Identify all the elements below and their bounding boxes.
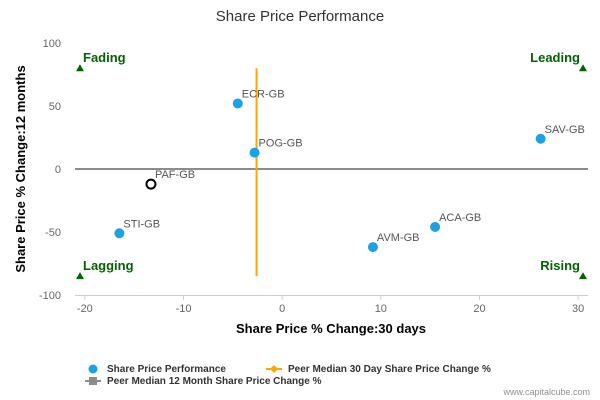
legend-label-peer-30d: Peer Median 30 Day Share Price Change % [288,364,491,375]
data-point-label: PAF-GB [155,169,195,181]
data-point-label: ECR-GB [242,88,285,100]
quadrant-fading-label: Fading [83,50,126,65]
legend-label-share-price: Share Price Performance [107,364,226,375]
data-point-label: SAV-GB [545,124,585,136]
x-axis: -20 -10 0 10 20 30 [77,295,584,315]
legend-dot-icon [88,364,98,374]
quadrant-rising-label: Rising [540,258,580,273]
legend-item-share-price[interactable]: Share Price Performance [88,364,227,375]
x-tick-label: -20 [77,303,93,315]
quadrant-marker-icon [579,272,587,280]
x-axis-title: Share Price % Change:30 days [236,321,426,336]
data-point-label: STI-GB [123,218,160,230]
quadrant-marker-icon [579,64,587,72]
x-tick-label: 30 [572,303,584,315]
legend: Share Price Performance Peer Median 30 D… [85,364,491,387]
y-tick-label: 0 [55,164,61,176]
chart-title: Share Price Performance [216,8,384,25]
x-tick-label: 20 [473,303,485,315]
legend-item-peer-30d[interactable]: Peer Median 30 Day Share Price Change % [266,364,491,375]
y-tick-label: -100 [39,290,61,302]
data-point-highlight[interactable] [145,178,157,190]
data-point[interactable] [535,133,546,144]
x-tick-label: -10 [176,303,192,315]
data-point[interactable] [367,242,378,253]
legend-label-peer-12m: Peer Median 12 Month Share Price Change … [107,376,322,387]
data-point[interactable] [430,221,441,232]
data-point-label: POG-GB [259,138,303,150]
data-point-label: ACA-GB [439,212,481,224]
quadrant-leading-label: Leading [530,50,580,65]
y-tick-label: 50 [49,101,61,113]
y-axis-title: Share Price % Change:12 months [13,65,28,272]
legend-item-peer-12m[interactable]: Peer Median 12 Month Share Price Change … [85,376,322,387]
y-axis: -100 -50 0 50 100 [39,38,61,302]
x-tick-label: 10 [375,303,387,315]
quadrant-marker-icon [76,64,84,72]
quadrant-marker-icon [76,272,84,280]
legend-orange-diamond-icon [270,365,278,373]
data-point[interactable] [249,147,260,158]
data-point-label: AVM-GB [377,232,420,244]
y-tick-label: 100 [43,38,61,50]
data-point[interactable] [232,98,243,109]
quadrant-lagging-label: Lagging [83,258,134,273]
x-tick-label: 0 [279,303,285,315]
data-points: ECR-GB POG-GB SAV-GB PAF-GB STI-GB AVM-GB ACA-… [114,88,585,253]
quadrant-labels: Fading Leading Lagging Rising [76,50,587,280]
y-tick-label: -50 [45,227,61,239]
legend-grey-square-icon [89,377,97,385]
credit-text: www.capitalcube.com [502,387,590,397]
data-point[interactable] [114,228,125,239]
